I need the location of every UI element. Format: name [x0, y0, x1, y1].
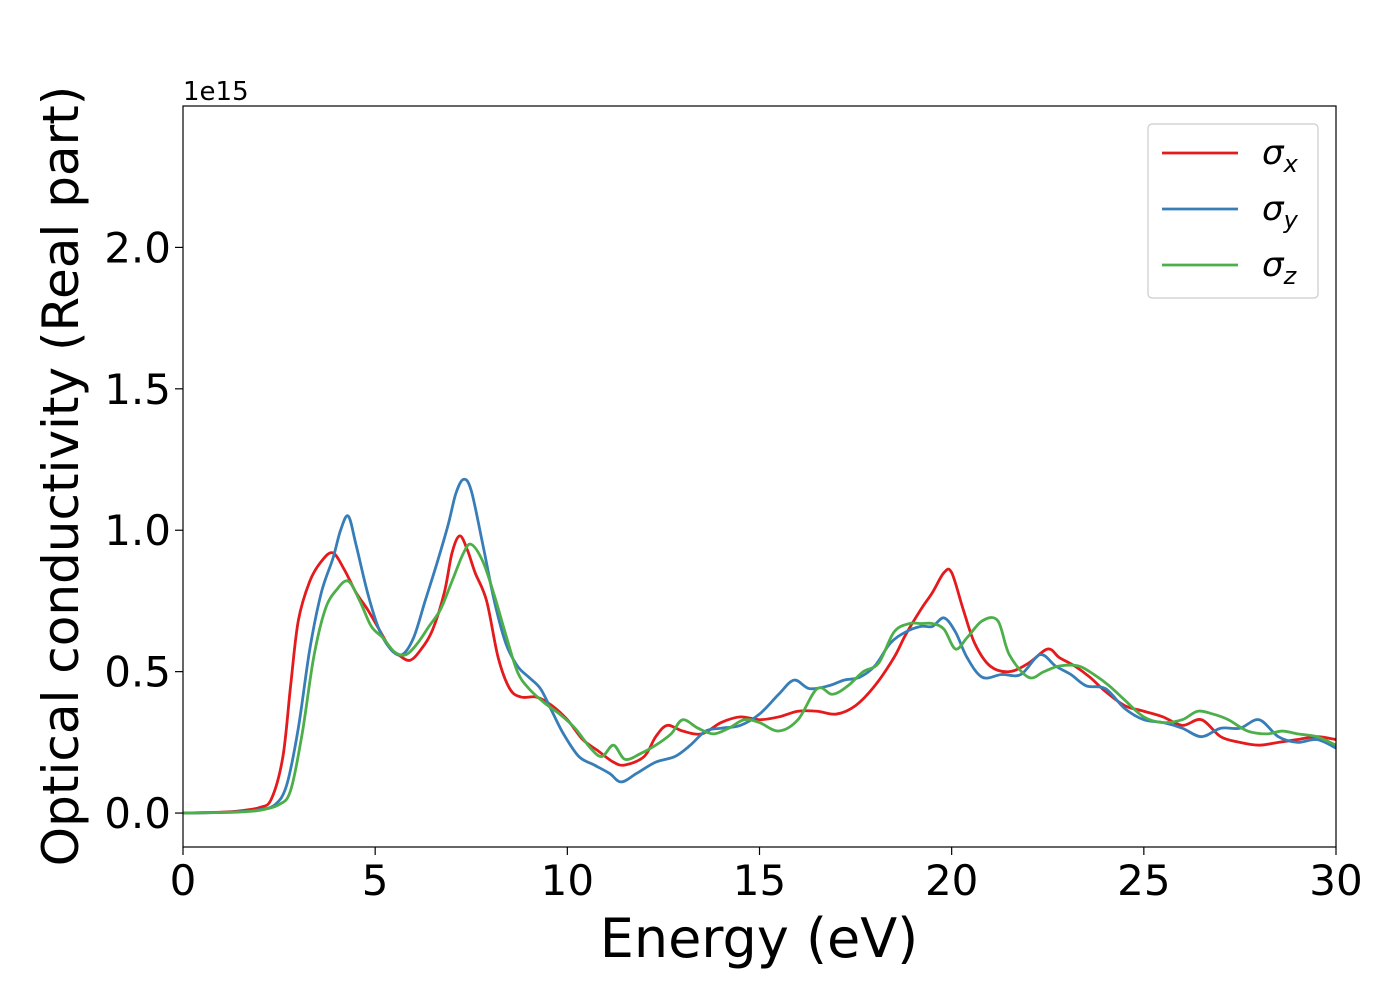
- series-layer: [183, 477, 1336, 815]
- legend-label-3: σz: [1262, 245, 1298, 290]
- x-tick-label: 25: [1117, 856, 1170, 905]
- y-tick-label: 0.5: [104, 648, 171, 697]
- legend: σx σy σz: [1147, 123, 1319, 299]
- series-line-1: [183, 534, 1336, 815]
- x-tick-label: 30: [1309, 856, 1362, 905]
- x-axis-label: Energy (eV): [600, 907, 919, 970]
- series-line-3: [183, 542, 1336, 815]
- y-tick-label: 1.0: [104, 506, 171, 555]
- y-axis-label: Optical conductivity (Real part): [32, 86, 90, 867]
- y-axis-ticks: 0.0 0.5 1.0 1.5 2.0: [104, 223, 183, 838]
- y-tick-label: 2.0: [104, 223, 171, 272]
- legend-box: [1147, 123, 1319, 299]
- x-axis-ticks: 0 5 10 15 20 25 30: [170, 847, 1363, 905]
- x-tick-label: 0: [170, 856, 197, 905]
- y-tick-label: 0.0: [104, 789, 171, 838]
- y-axis-offset-label: 1e15: [183, 77, 249, 107]
- x-tick-label: 5: [362, 856, 389, 905]
- x-tick-label: 10: [541, 856, 594, 905]
- series-line-2: [183, 477, 1336, 815]
- y-tick-label: 1.5: [104, 365, 171, 414]
- x-tick-label: 20: [925, 856, 978, 905]
- x-tick-label: 15: [733, 856, 786, 905]
- legend-label-2: σy: [1262, 189, 1299, 234]
- legend-label-1: σx: [1262, 133, 1299, 178]
